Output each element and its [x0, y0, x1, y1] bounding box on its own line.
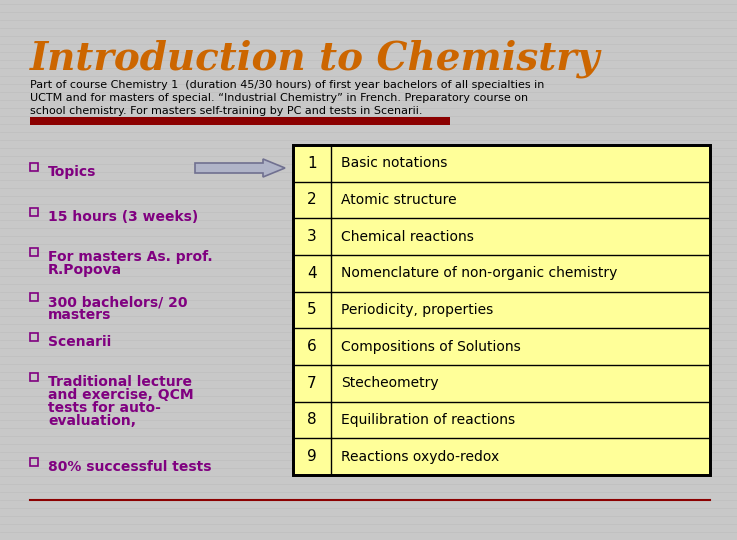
- Text: 8: 8: [307, 413, 317, 428]
- Bar: [30, 373, 38, 381]
- Text: Nomenclature of non-organic chemistry: Nomenclature of non-organic chemistry: [341, 266, 618, 280]
- Text: evaluation,: evaluation,: [48, 414, 136, 428]
- Bar: [293, 145, 710, 475]
- Text: R.Popova: R.Popova: [48, 263, 122, 277]
- Text: Stecheometry: Stecheometry: [341, 376, 439, 390]
- Text: Reactions oxydo-redox: Reactions oxydo-redox: [341, 450, 499, 464]
- Text: school chemistry. For masters self-training by PC and tests in Scenarii.: school chemistry. For masters self-train…: [30, 106, 422, 116]
- Text: and exercise, QCM: and exercise, QCM: [48, 388, 194, 402]
- Text: Scenarii: Scenarii: [48, 335, 111, 349]
- Bar: [30, 458, 38, 466]
- Text: Topics: Topics: [48, 165, 97, 179]
- Text: 6: 6: [307, 339, 317, 354]
- Bar: [30, 333, 38, 341]
- Text: Introduction to Chemistry: Introduction to Chemistry: [30, 40, 601, 78]
- Text: 9: 9: [307, 449, 317, 464]
- Bar: [30, 117, 450, 125]
- Bar: [30, 163, 38, 171]
- Text: Equilibration of reactions: Equilibration of reactions: [341, 413, 515, 427]
- Text: 300 bachelors/ 20: 300 bachelors/ 20: [48, 295, 187, 309]
- Text: 15 hours (3 weeks): 15 hours (3 weeks): [48, 210, 198, 224]
- Text: 3: 3: [307, 229, 317, 244]
- Bar: [30, 293, 38, 301]
- Text: masters: masters: [48, 308, 111, 322]
- Bar: [30, 248, 38, 256]
- Text: Chemical reactions: Chemical reactions: [341, 230, 474, 244]
- Text: Periodicity, properties: Periodicity, properties: [341, 303, 493, 317]
- Text: 7: 7: [307, 376, 317, 391]
- Text: Part of course Chemistry 1  (duration 45/30 hours) of first year bachelors of al: Part of course Chemistry 1 (duration 45/…: [30, 80, 545, 90]
- Bar: [293, 145, 710, 475]
- Bar: [30, 208, 38, 216]
- Text: Atomic structure: Atomic structure: [341, 193, 457, 207]
- FancyArrow shape: [195, 159, 285, 177]
- Text: UCTM and for masters of special. “Industrial Chemistry” in French. Preparatory c: UCTM and for masters of special. “Indust…: [30, 93, 528, 103]
- Text: 1: 1: [307, 156, 317, 171]
- Text: tests for auto-: tests for auto-: [48, 401, 161, 415]
- Text: Compositions of Solutions: Compositions of Solutions: [341, 340, 521, 354]
- Text: 80% successful tests: 80% successful tests: [48, 460, 212, 474]
- Text: Traditional lecture: Traditional lecture: [48, 375, 192, 389]
- Text: 4: 4: [307, 266, 317, 281]
- Text: For masters As. prof.: For masters As. prof.: [48, 250, 213, 264]
- Text: 2: 2: [307, 192, 317, 207]
- Text: Basic notations: Basic notations: [341, 157, 447, 170]
- Text: 5: 5: [307, 302, 317, 318]
